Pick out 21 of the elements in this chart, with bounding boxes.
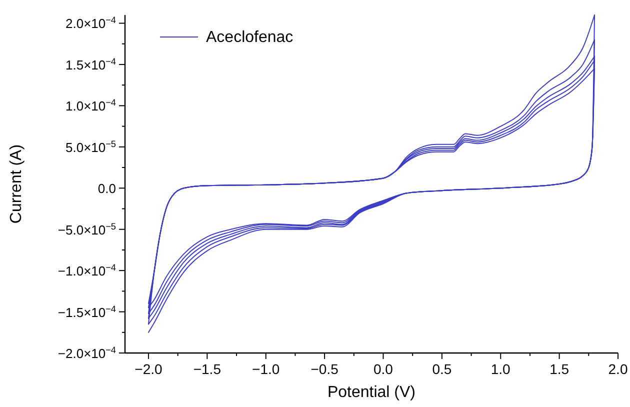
x-tick-label: −1.0 [252,361,280,377]
y-tick-label: −1.0×10$^{−4}$ [58,262,116,279]
y-tick-label: −1.5×10$^{−4}$ [58,304,116,320]
x-tick-label: −0.5 [310,361,339,377]
y-tick-label: 1.5×10$^{−4}$ [66,56,116,72]
y-tick-label: 1.0×10$^{−4}$ [66,98,116,114]
y-tick-label: 5.0×10$^{−5}$ [66,138,116,155]
x-tick-label: 1.5 [550,361,570,377]
y-tick-label: 2.0×10$^{−4}$ [66,15,116,32]
legend-label: Aceclofenac [206,29,294,46]
y-axis-title: Current (A) [8,144,25,224]
x-axis-title: Potential (V) [327,384,416,401]
y-tick-label: −2.0×10$^{−4}$ [58,345,116,361]
x-tick-label: 0.0 [374,361,394,377]
x-tick-label: 0.5 [432,361,452,377]
x-tick-label: 2.0 [608,361,628,377]
x-tick-label: −1.5 [193,361,222,377]
x-tick-label: 1.0 [490,361,511,377]
y-tick-label: 0.0 [98,181,116,196]
x-tick-label: −2.0 [134,361,163,377]
y-tick-label: −5.0×10$^{−5}$ [58,221,116,238]
